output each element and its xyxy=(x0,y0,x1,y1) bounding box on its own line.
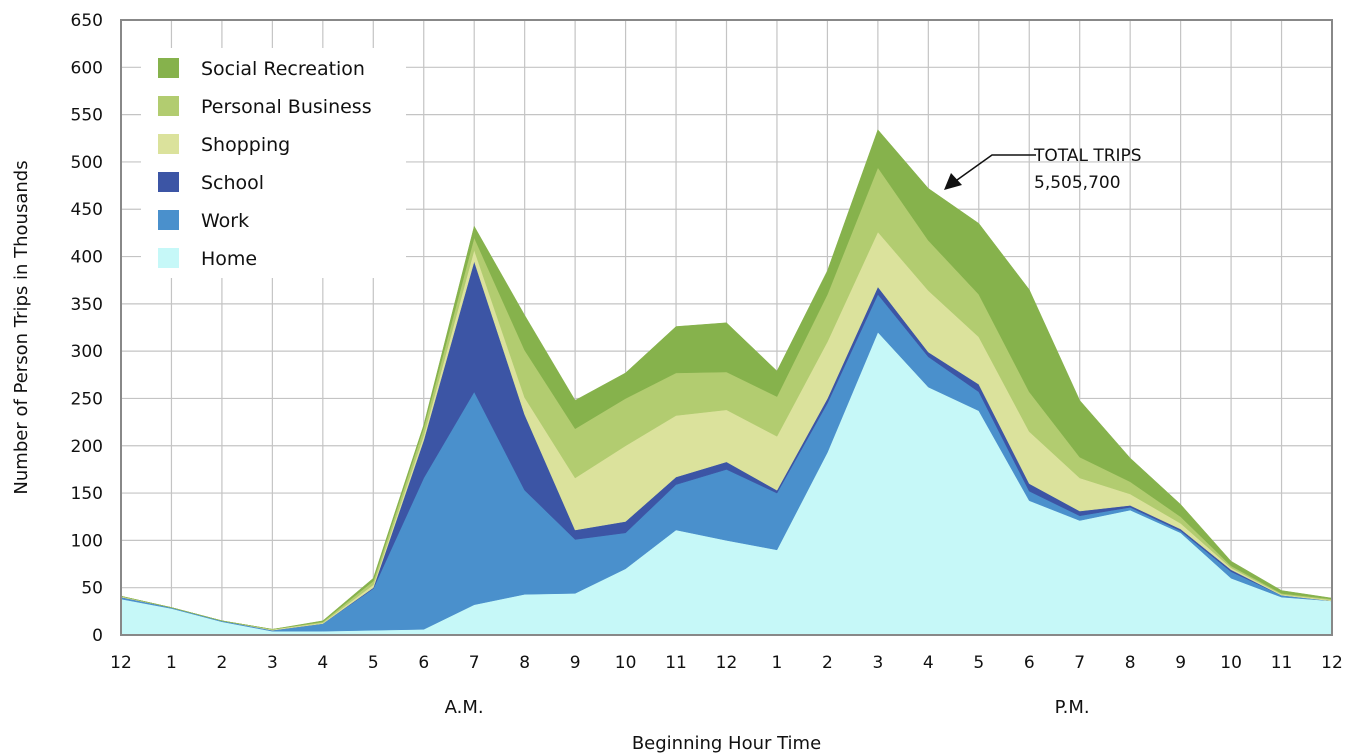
y-tick-label: 600 xyxy=(71,58,103,78)
x-tick-label: 5 xyxy=(973,653,984,673)
y-tick-label: 50 xyxy=(81,579,103,599)
x-tick-label: 11 xyxy=(665,653,687,673)
y-tick-label: 0 xyxy=(92,626,103,646)
legend-label: Shopping xyxy=(201,134,290,156)
legend-label: Home xyxy=(201,248,257,270)
plot-border xyxy=(120,19,1333,636)
y-tick-label: 550 xyxy=(71,106,103,126)
y-tick-label: 400 xyxy=(71,248,103,268)
legend-swatch xyxy=(158,96,179,116)
x-tick-label: 3 xyxy=(872,653,883,673)
y-tick-label: 450 xyxy=(71,200,103,220)
legend: Social Recreation Personal Business Shoppi… xyxy=(141,48,406,278)
y-axis-title: Number of Person Trips in Thousands xyxy=(11,160,32,494)
x-tick-label: 9 xyxy=(1175,653,1186,673)
legend-label: Social Recreation xyxy=(201,58,365,80)
x-tick-label: 7 xyxy=(469,653,480,673)
am-period-label: A.M. xyxy=(445,697,484,718)
x-tick-label: 12 xyxy=(716,653,738,673)
x-tick-label: 1 xyxy=(166,653,177,673)
y-tick-label: 350 xyxy=(71,295,103,315)
legend-label: Personal Business xyxy=(201,96,372,118)
x-tick-label: 2 xyxy=(822,653,833,673)
annotation-value: 5,505,700 xyxy=(1034,173,1121,193)
x-tick-label: 10 xyxy=(615,653,637,673)
x-tick-label: 11 xyxy=(1271,653,1293,673)
annotation-leader-line xyxy=(956,154,1036,181)
x-axis-ticks: 12 1 2 3 4 5 6 7 8 9 10 11 12 1 2 3 4 5 6 7 8 9 10 11 12 xyxy=(110,653,1343,673)
x-tick-label: 9 xyxy=(570,653,581,673)
x-tick-label: 8 xyxy=(519,653,530,673)
x-tick-label: 7 xyxy=(1074,653,1085,673)
y-tick-label: 250 xyxy=(71,389,103,409)
x-tick-label: 3 xyxy=(267,653,278,673)
x-tick-label: 12 xyxy=(110,653,132,673)
legend-swatch xyxy=(158,210,179,230)
x-tick-label: 6 xyxy=(418,653,429,673)
x-axis-title: Beginning Hour Time xyxy=(632,733,821,754)
annotation-title: TOTAL TRIPS xyxy=(1033,146,1142,166)
x-tick-label: 2 xyxy=(217,653,228,673)
y-tick-label: 200 xyxy=(71,437,103,457)
legend-label: School xyxy=(201,172,264,194)
x-tick-label: 5 xyxy=(368,653,379,673)
y-axis-ticks: 0 50 100 150 200 250 300 350 400 450 500 550 600 650 xyxy=(71,11,103,646)
y-tick-label: 650 xyxy=(71,11,103,31)
x-tick-label: 6 xyxy=(1024,653,1035,673)
legend-swatch xyxy=(158,172,179,192)
legend-background xyxy=(141,48,406,278)
pm-period-label: P.M. xyxy=(1055,697,1090,718)
y-tick-label: 150 xyxy=(71,484,103,504)
x-tick-label: 10 xyxy=(1220,653,1242,673)
x-tick-label: 1 xyxy=(772,653,783,673)
y-tick-label: 300 xyxy=(71,342,103,362)
total-trips-annotation: TOTAL TRIPS 5,505,700 xyxy=(944,146,1142,193)
x-tick-label: 8 xyxy=(1125,653,1136,673)
legend-label: Work xyxy=(201,210,249,232)
x-tick-label: 4 xyxy=(923,653,934,673)
annotation-arrow-icon xyxy=(944,173,962,190)
legend-swatch xyxy=(158,248,179,268)
y-tick-label: 500 xyxy=(71,153,103,173)
x-tick-label: 4 xyxy=(317,653,328,673)
x-tick-label: 12 xyxy=(1321,653,1343,673)
legend-swatch xyxy=(158,58,179,78)
y-tick-label: 100 xyxy=(71,531,103,551)
legend-swatch xyxy=(158,134,179,154)
